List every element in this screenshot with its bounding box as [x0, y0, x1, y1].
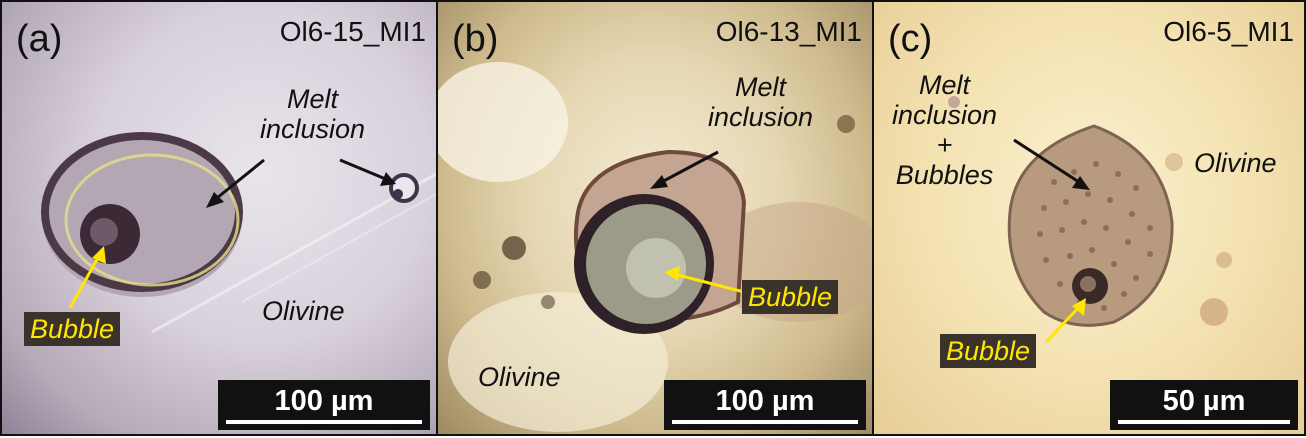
sample-id: Ol6-13_MI1 — [715, 16, 862, 47]
bubble-label: Bubble — [742, 280, 839, 314]
panel-c: (c) Ol6-5_MI1 Melt inclusion + Bubbles B… — [872, 0, 1306, 436]
scale-bar: 100 µm — [218, 380, 430, 430]
scale-line — [1118, 420, 1290, 424]
scale-label: 100 µm — [274, 385, 374, 417]
sample-id: Ol6-15_MI1 — [279, 16, 426, 47]
sample-id: Ol6-5_MI1 — [1163, 16, 1294, 47]
bubble-label: Bubble — [940, 334, 1037, 368]
scale-bar: 100 µm — [664, 380, 866, 430]
melt-inclusion — [1007, 124, 1174, 327]
panel-letter: (c) — [888, 18, 933, 60]
scale-line — [226, 420, 422, 424]
panel-a: (a) Ol6-15_MI1 Melt inclusion Bubble Oli… — [0, 0, 438, 436]
host-label: Olivine — [262, 296, 345, 326]
scale-label: 50 µm — [1162, 385, 1246, 417]
melt-inclusion-label: Melt inclusion — [708, 72, 814, 132]
panel-a-micrograph — [41, 132, 436, 334]
scale-label: 100 µm — [715, 385, 815, 417]
bubble-label: Bubble — [24, 312, 121, 346]
host-label: Olivine — [1194, 148, 1277, 178]
panel-c-micrograph — [948, 96, 1232, 344]
scale-bar: 50 µm — [1110, 380, 1298, 430]
panel-letter: (a) — [16, 18, 63, 60]
scale-line — [672, 420, 858, 424]
melt-inclusion-label: Melt inclusion — [260, 84, 366, 144]
melt-inclusion-label: Melt inclusion + Bubbles — [892, 70, 998, 190]
panel-b: (b) Ol6-13_MI1 Melt inclusion Bubble Oli… — [436, 0, 874, 436]
panel-letter: (b) — [452, 18, 499, 60]
host-label: Olivine — [478, 362, 561, 392]
